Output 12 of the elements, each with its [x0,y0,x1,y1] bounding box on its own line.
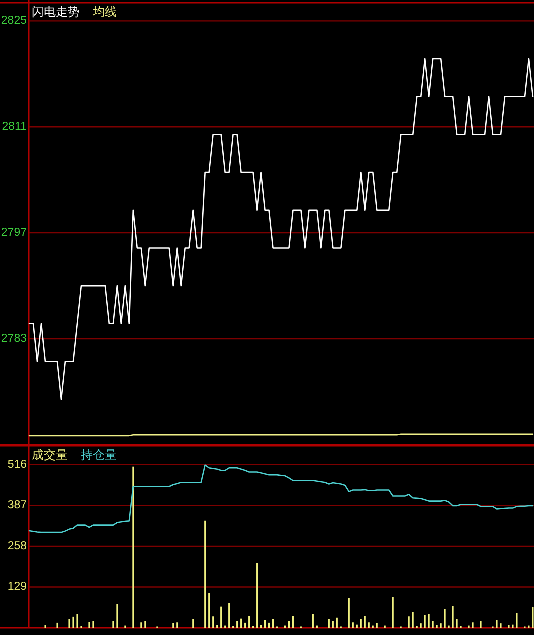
ytick-label: 2825 [1,15,27,28]
ytick-label: 2783 [1,333,27,346]
ytick-label: 258 [8,540,27,552]
legend-entry: 持仓量 [81,448,117,462]
ytick-label: 2797 [1,227,27,240]
legend-entry: 成交量 [32,448,68,462]
ytick-label: 129 [8,581,27,594]
ytick-label: 2811 [2,121,27,134]
legend-entry: 均线 [93,5,117,19]
ytick-label: 516 [8,458,27,471]
legend-entry: 闪电走势 [32,5,80,19]
ytick-label: 387 [8,500,27,512]
